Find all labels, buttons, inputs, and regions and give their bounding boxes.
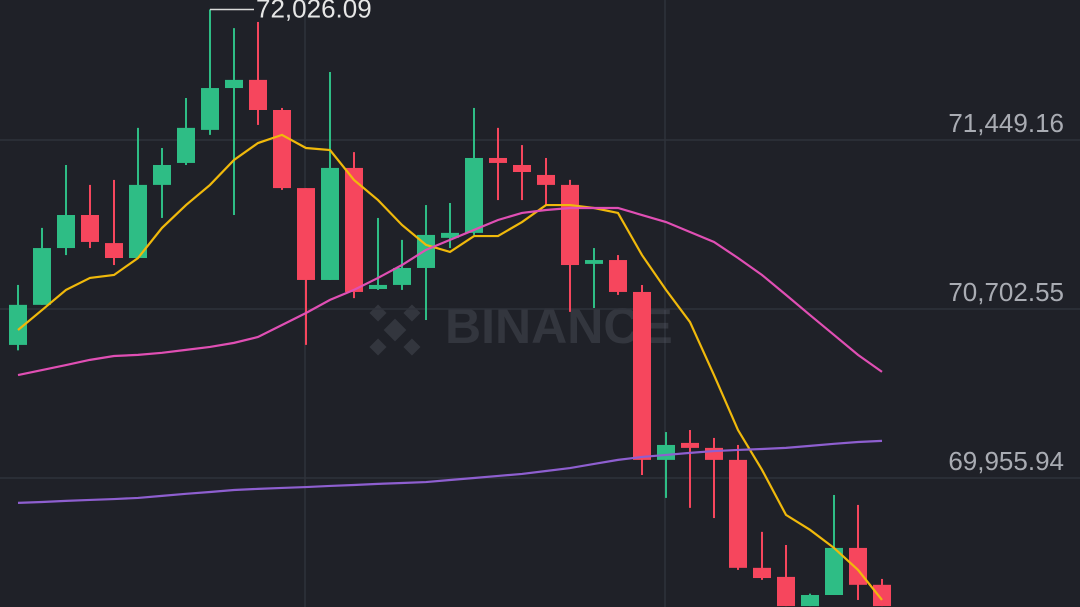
candle-body xyxy=(729,459,747,568)
candle-body xyxy=(633,291,651,460)
candle-body xyxy=(153,164,171,185)
candle-body xyxy=(177,127,195,163)
candle-body xyxy=(801,595,819,607)
candle-body xyxy=(657,444,675,460)
candle-body xyxy=(81,215,99,242)
candle-body xyxy=(321,167,339,280)
candle-body xyxy=(249,79,267,110)
y-tick-label: 70,702.55 xyxy=(948,277,1064,307)
candle-body xyxy=(561,184,579,266)
candle-body xyxy=(585,260,603,264)
candle-body xyxy=(297,188,315,280)
candle-body xyxy=(705,447,723,460)
y-tick-label: 69,955.94 xyxy=(948,446,1064,476)
candle-body xyxy=(489,157,507,163)
candle-body xyxy=(33,248,51,305)
candle-body xyxy=(345,167,363,292)
ma-line xyxy=(17,439,883,504)
candle-body xyxy=(369,284,387,290)
candle-body xyxy=(609,260,627,292)
candle-body xyxy=(105,243,123,259)
candle-body xyxy=(777,576,795,607)
ma-line xyxy=(17,133,883,601)
candle-body xyxy=(201,88,219,130)
candle-body xyxy=(57,215,75,249)
candle-body xyxy=(825,547,843,596)
y-tick-label: 71,449.16 xyxy=(948,108,1064,138)
candle-body xyxy=(9,304,27,345)
candle-body xyxy=(393,267,411,285)
candle-body xyxy=(273,109,291,189)
candle-body xyxy=(417,234,435,268)
candle-body xyxy=(465,157,483,233)
max-label: 72,026.09 xyxy=(256,0,372,23)
candle-body xyxy=(681,442,699,448)
candle-body xyxy=(225,79,243,89)
ma-line xyxy=(17,206,883,377)
candle-body xyxy=(537,174,555,185)
candle-body xyxy=(753,567,771,579)
candle-body xyxy=(513,164,531,173)
candle-body xyxy=(873,584,891,607)
candle-body xyxy=(129,184,147,259)
candle-body xyxy=(441,232,459,238)
